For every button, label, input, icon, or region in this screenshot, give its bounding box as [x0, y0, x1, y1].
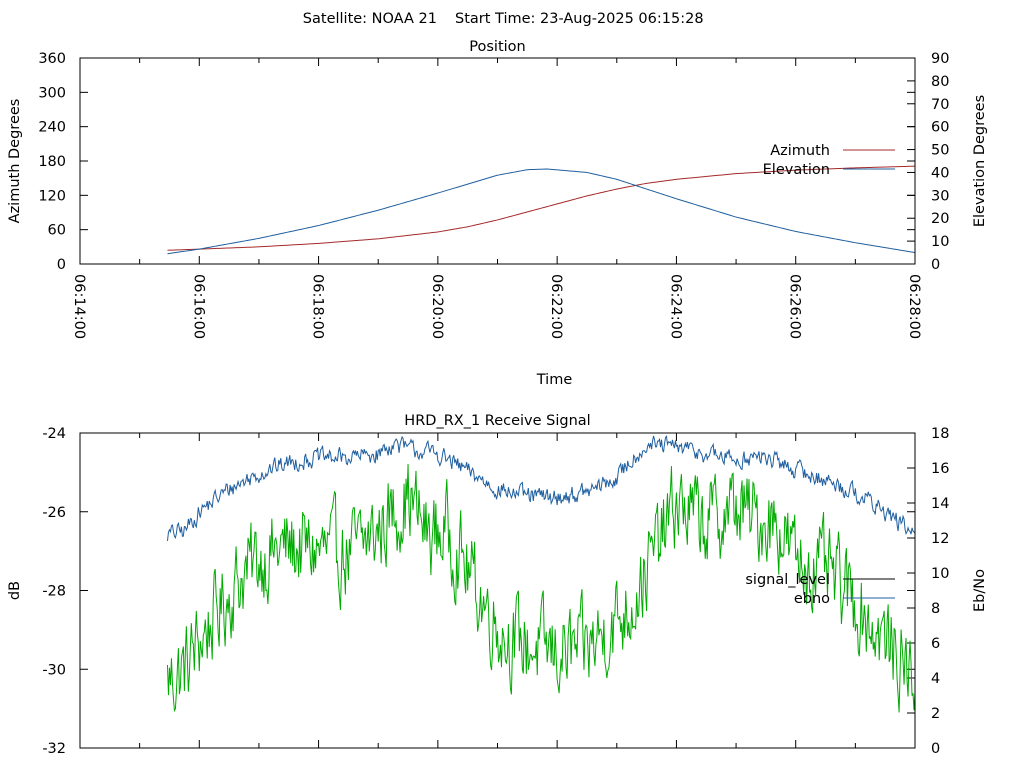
y-tick-label: -26	[42, 505, 66, 521]
y-tick-label: 300	[38, 85, 66, 101]
chart-title: Position	[469, 39, 525, 55]
y-tick-label: 180	[38, 154, 66, 170]
y2-tick-label: 0	[931, 741, 940, 757]
x-tick-label: 06:18:00	[310, 274, 326, 339]
legend-label: ebno	[794, 591, 830, 607]
series-line-ebno	[166, 435, 916, 541]
position-chart: Position Azimuth Degrees Elevation Degrees…	[7, 39, 988, 388]
y-axis-label: dB	[7, 581, 23, 600]
y2-tick-label: 40	[931, 165, 949, 181]
x-tick-label: 06:16:00	[190, 274, 206, 339]
y-tick-label: -30	[42, 662, 66, 678]
y-tick-label: 60	[48, 223, 66, 239]
y-tick-label: 240	[38, 120, 66, 136]
y2-tick-label: 50	[931, 143, 949, 159]
y2-tick-label: 2	[931, 706, 940, 722]
satellite-label: Satellite: NOAA 21	[303, 11, 437, 27]
y2-tick-label: 80	[931, 74, 949, 90]
y2-tick-label: 30	[931, 188, 949, 204]
y-tick-label: -28	[42, 584, 66, 600]
plot-frame	[79, 432, 916, 749]
x-tick-label: 06:24:00	[667, 274, 683, 339]
legend-label: Azimuth	[770, 143, 830, 159]
y2-tick-label: 10	[931, 234, 949, 250]
y-tick-label: -24	[42, 426, 66, 442]
y2-tick-label: 90	[931, 51, 949, 67]
chart-title: HRD_RX_1 Receive Signal	[404, 413, 590, 429]
y2-tick-label: 12	[931, 531, 949, 547]
y2-tick-label: 0	[931, 257, 940, 273]
y2-tick-label: 10	[931, 566, 949, 582]
x-tick-label: 06:20:00	[429, 274, 445, 339]
y-tick-label: 360	[38, 51, 66, 67]
x-tick-label: 06:14:00	[71, 274, 87, 339]
y2-tick-label: 4	[931, 671, 940, 687]
start-time-label: Start Time: 23-Aug-2025 06:15:28	[455, 11, 704, 27]
y2-axis-label: Eb/No	[972, 569, 988, 612]
x-tick-label: 06:26:00	[787, 274, 803, 339]
plot-frame	[79, 57, 916, 265]
x-tick-label: 06:28:00	[906, 274, 922, 339]
y2-tick-label: 6	[931, 636, 940, 652]
legend-label: signal_level	[745, 572, 830, 588]
legend-label: Elevation	[763, 162, 830, 178]
y-axis-label: Azimuth Degrees	[7, 99, 23, 224]
y2-axis-label: Elevation Degrees	[972, 95, 988, 227]
series-line-Elevation	[167, 168, 916, 255]
series-line-signal_level	[166, 464, 916, 713]
y2-tick-label: 20	[931, 211, 949, 227]
y-tick-label: 0	[57, 257, 66, 273]
y-tick-label: 120	[38, 188, 66, 204]
y2-tick-label: 70	[931, 97, 949, 113]
x-axis-label: Time	[536, 372, 573, 388]
figure-header: Satellite: NOAA 21 Start Time: 23-Aug-20…	[303, 11, 704, 27]
y2-tick-label: 16	[931, 461, 949, 477]
x-tick-label: 06:22:00	[548, 274, 564, 339]
series-line-Azimuth	[167, 165, 916, 251]
y-tick-label: -32	[42, 741, 66, 757]
receive-signal-chart: HRD_RX_1 Receive Signal dB Eb/No -32 -30 -28 -…	[7, 413, 988, 757]
y2-tick-label: 14	[931, 496, 949, 512]
y2-tick-label: 8	[931, 601, 940, 617]
y2-tick-label: 60	[931, 120, 949, 136]
y2-tick-label: 18	[931, 426, 949, 442]
